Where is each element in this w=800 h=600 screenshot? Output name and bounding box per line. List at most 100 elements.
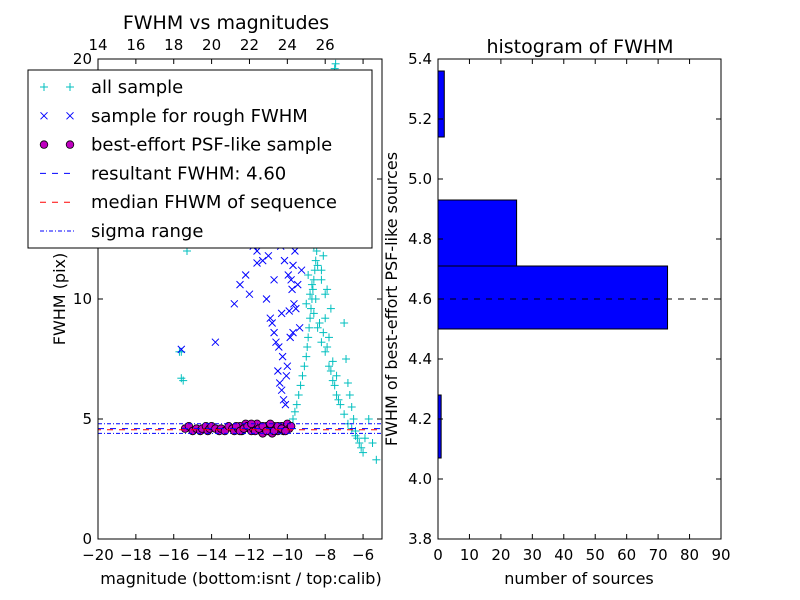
scatter-point-b (286, 333, 295, 342)
scatter-point (307, 304, 315, 313)
scatter-point (306, 290, 315, 299)
scatter-point-b (245, 290, 254, 299)
scatter-point (177, 345, 186, 354)
right-x-axis-label: number of sources (504, 569, 654, 588)
scatter-point-b (287, 275, 295, 284)
right-x-tick-label: 10 (460, 546, 479, 564)
scatter-point (368, 439, 377, 447)
scatter-point (295, 323, 304, 332)
scatter-point (321, 347, 330, 356)
scatter-point (343, 379, 352, 387)
scatter-point (303, 343, 312, 351)
left-x-ticks: −20 −18 −16 −14 −12 −10 −8 −6 (82, 59, 374, 564)
scatter-point (292, 400, 301, 409)
scatter-point (253, 259, 261, 267)
left-x-tick-label: −14 (196, 546, 228, 564)
scatter-point (324, 333, 333, 342)
scatter-point (347, 403, 356, 411)
scatter-point (285, 307, 294, 315)
left-y-tick-label: 0 (82, 530, 92, 548)
scatter-point (304, 271, 313, 279)
scatter-point (296, 381, 305, 390)
scatter-point-b (241, 271, 250, 279)
scatter-point (283, 362, 292, 371)
legend-label: median FHWM of sequence (91, 192, 337, 213)
scatter-point-b (277, 309, 286, 318)
left-x-tick-label: −20 (82, 546, 114, 564)
left-x-tick-label: −8 (314, 546, 336, 564)
scatter-point (270, 275, 278, 284)
scatter-point (300, 362, 309, 371)
scatter-point (274, 343, 283, 351)
left-title: FWHM vs magnitudes (123, 12, 329, 34)
legend-entry: resultant FWHM: 4.60 (40, 163, 286, 184)
scatter-point-b (270, 328, 278, 337)
histogram-bar (437, 199, 518, 267)
left-top-tick-label: 16 (126, 36, 145, 54)
scatter-point (321, 290, 330, 299)
scatter-point (294, 391, 303, 399)
left-axes: FWHM vs magnitudes 14 16 18 20 22 24 26 −20 −18… (27, 12, 383, 588)
scatter-point (360, 434, 369, 443)
scatter-point (275, 379, 284, 387)
scatter-point (319, 251, 328, 260)
right-x-ticks: 0 10 20 30 40 50 60 70 80 90 (433, 59, 731, 564)
right-x-tick-label: 40 (554, 546, 573, 564)
scatter-point (278, 352, 287, 361)
legend-entry: sample for rough FWHM (40, 106, 308, 127)
right-y-tick-label: 3.8 (408, 530, 432, 548)
scatter-point (357, 443, 366, 452)
left-y-axis-label: FWHM (pix) (50, 253, 69, 346)
left-top-tick-label: 26 (316, 36, 335, 54)
left-top-ticks: 14 16 18 20 22 24 26 (88, 36, 334, 54)
scatter-point (281, 400, 290, 409)
scatter-point (268, 319, 277, 327)
scatter-point (332, 371, 341, 380)
scatter-point (230, 299, 239, 308)
right-x-tick-label: 30 (523, 546, 542, 564)
scatter-point (315, 319, 324, 327)
left-top-tick-label: 22 (240, 36, 259, 54)
right-y-tick-label: 4.0 (408, 470, 432, 488)
scatter-point (272, 338, 280, 347)
scatter-point (321, 314, 330, 323)
scatter-point-b (236, 280, 244, 289)
scatter-point (324, 362, 333, 371)
right-y-tick-label: 5.4 (408, 50, 432, 68)
right-x-tick-label: 60 (617, 546, 636, 564)
right-x-tick-label: 70 (649, 546, 668, 564)
scatter-point-b (289, 328, 297, 337)
right-x-tick-label: 0 (433, 546, 443, 564)
scatter-point (258, 256, 267, 265)
left-x-tick-label: −16 (158, 546, 190, 564)
right-y-ticks: 3.8 4.0 4.2 4.4 4.6 4.8 5.0 5.2 5.4 (408, 50, 721, 548)
scatter-point (313, 261, 322, 270)
scatter-point (351, 431, 360, 440)
histogram-bar (437, 70, 445, 138)
scatter-point (289, 328, 297, 337)
scatter-point (349, 415, 358, 423)
scatter-point-b (284, 271, 293, 279)
scatter-point (313, 323, 322, 332)
scatter-point (286, 333, 295, 342)
scatter-point (340, 410, 349, 419)
right-x-tick-label: 90 (711, 546, 730, 564)
scatter-point (298, 371, 307, 380)
scatter-point (290, 299, 298, 308)
scatter-point (372, 455, 381, 464)
legend-marker-dot (39, 140, 49, 149)
scatter-point (359, 448, 368, 457)
scatter-point (274, 367, 282, 375)
right-plot-area (437, 58, 722, 540)
scatter-point (279, 395, 288, 404)
scatter-point (305, 323, 314, 332)
scatter-point (342, 355, 351, 363)
scatter-point (328, 376, 337, 385)
left-reference-lines (98, 423, 382, 434)
left-top-tick-label: 18 (164, 36, 183, 54)
scatter-point (309, 275, 318, 284)
scatter-point-b (289, 261, 297, 270)
scatter-point-b (275, 379, 284, 387)
legend-marker (40, 83, 48, 91)
scatter-point (236, 280, 244, 289)
